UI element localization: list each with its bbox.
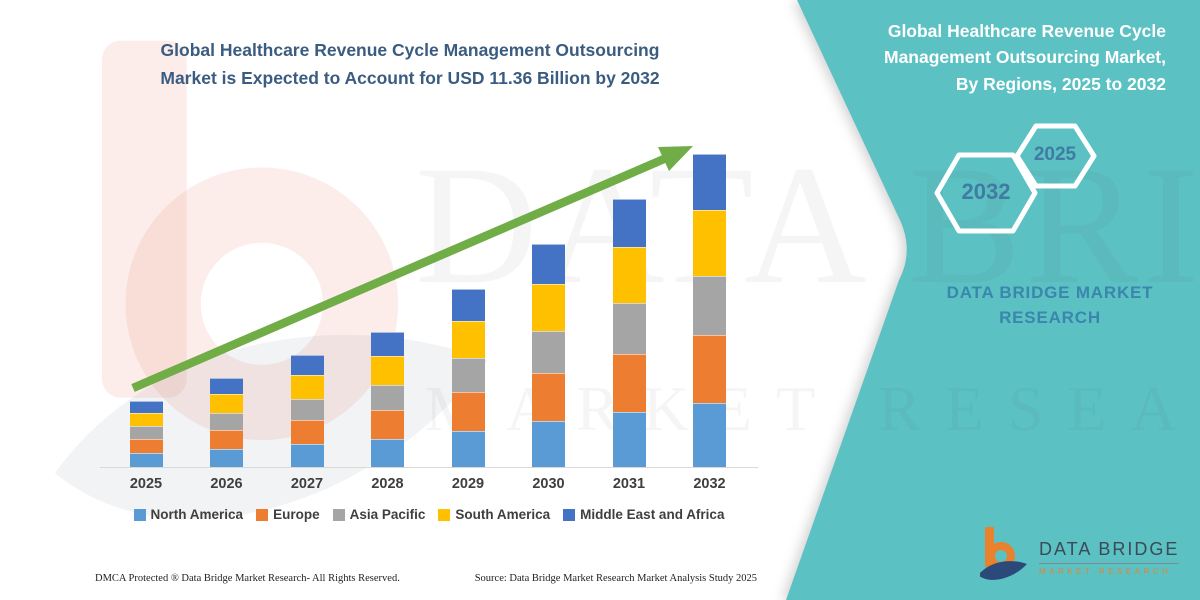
logo-text: DATA BRIDGE MARKET RESEARCH (1039, 539, 1180, 576)
segment-europe-2027 (290, 420, 324, 445)
segment-europe-2032 (693, 335, 726, 403)
segment-south-america-2026 (210, 393, 243, 413)
x-axis-label-2026: 2026 (210, 476, 243, 492)
logo-title: DATA BRIDGE (1039, 539, 1180, 564)
x-axis-label-2031: 2031 (612, 476, 646, 492)
segment-middle-east-and-africa-2025 (129, 400, 163, 413)
legend-item-south-america: South America (438, 507, 550, 522)
hexagon-small (1014, 123, 1097, 189)
segment-north-america-2030 (532, 421, 565, 467)
bar-2025 (129, 400, 163, 467)
x-axis-label-2028: 2028 (371, 476, 404, 492)
brand-line-1: DATA BRIDGE MARKET (946, 283, 1154, 302)
segment-asia-pacific-2025 (129, 426, 163, 440)
right-panel-title-line-1: Global Healthcare Revenue Cycle (887, 21, 1166, 41)
legend-swatch-north-america (133, 508, 146, 521)
legend-swatch-europe (256, 508, 269, 521)
segment-asia-pacific-2026 (210, 412, 243, 430)
x-axis-label-2029: 2029 (451, 476, 485, 492)
right-panel-title-line-3: By Regions, 2025 to 2032 (955, 73, 1166, 94)
legend-label-north-america: North America (150, 507, 244, 522)
segment-europe-2026 (210, 429, 243, 449)
x-axis-labels: 2025 2026 2027 2028 2029 2030 2031 2032 (100, 476, 758, 498)
segment-north-america-2025 (129, 453, 163, 467)
segment-south-america-2032 (693, 209, 726, 276)
legend-label-south-america: South America (455, 507, 551, 522)
footer: DMCA Protected ® Data Bridge Market Rese… (95, 573, 757, 584)
right-panel-title-line-2: Management Outsourcing Market, (884, 47, 1166, 68)
bar-2032 (693, 153, 726, 467)
brand-line-2: RESEARCH (999, 307, 1101, 327)
legend-swatch-asia-pacific (332, 508, 345, 521)
segment-middle-east-and-africa-2032 (693, 153, 726, 210)
segment-north-america-2031 (612, 412, 646, 467)
brand-wordmark: DATA BRIDGE MARKET RESEARCH (930, 281, 1170, 330)
segment-asia-pacific-2032 (693, 275, 726, 336)
hexagon-2032-label: 2032 (961, 179, 1011, 204)
x-axis-label-2030: 2030 (532, 476, 565, 492)
segment-europe-2025 (129, 439, 163, 454)
segment-asia-pacific-2027 (290, 398, 324, 421)
legend-item-asia-pacific: Asia Pacific (332, 507, 426, 522)
segment-north-america-2032 (693, 402, 726, 467)
segment-south-america-2025 (129, 412, 163, 427)
legend-label-asia-pacific: Asia Pacific (349, 507, 426, 522)
footer-copyright: DMCA Protected ® Data Bridge Market Rese… (95, 573, 400, 584)
logo-subtitle: MARKET RESEARCH (1039, 567, 1172, 576)
legend-item-europe: Europe (256, 507, 320, 522)
segment-north-america-2026 (210, 448, 243, 467)
segment-north-america-2028 (371, 439, 404, 467)
legend-swatch-south-america (438, 508, 451, 521)
x-axis-label-2025: 2025 (129, 476, 163, 492)
logo-b-icon (980, 527, 1027, 580)
x-axis-label-2027: 2027 (290, 476, 324, 492)
page-title: Global Healthcare Revenue Cycle Manageme… (90, 36, 730, 92)
company-logo: DATA BRIDGE MARKET RESEARCH (980, 527, 1180, 583)
footer-source: Source: Data Bridge Market Research Mark… (474, 573, 757, 584)
hexagon-2025-label: 2025 (1033, 144, 1077, 165)
page-title-line-1: Global Healthcare Revenue Cycle Manageme… (160, 40, 660, 60)
legend-label-europe: Europe (273, 507, 320, 522)
segment-north-america-2027 (290, 444, 324, 467)
segment-north-america-2029 (451, 430, 485, 467)
page-title-line-2: Market is Expected to Account for USD 11… (160, 68, 660, 88)
segment-europe-2028 (371, 410, 404, 440)
legend-item-middle-east-and-africa: Middle East and Africa (563, 507, 724, 522)
hexagon-large (934, 152, 1038, 234)
legend-label-middle-east-and-africa: Middle East and Africa (580, 507, 725, 522)
right-panel-title: Global Healthcare Revenue Cycle Manageme… (796, 18, 1166, 97)
legend-item-north-america: North America (133, 507, 244, 522)
x-axis-label-2032: 2032 (693, 476, 726, 492)
legend-swatch-middle-east-and-africa (563, 508, 576, 521)
segment-europe-2029 (451, 392, 485, 431)
chart-legend: North America Europe Asia Pacific South Ame… (100, 507, 758, 522)
